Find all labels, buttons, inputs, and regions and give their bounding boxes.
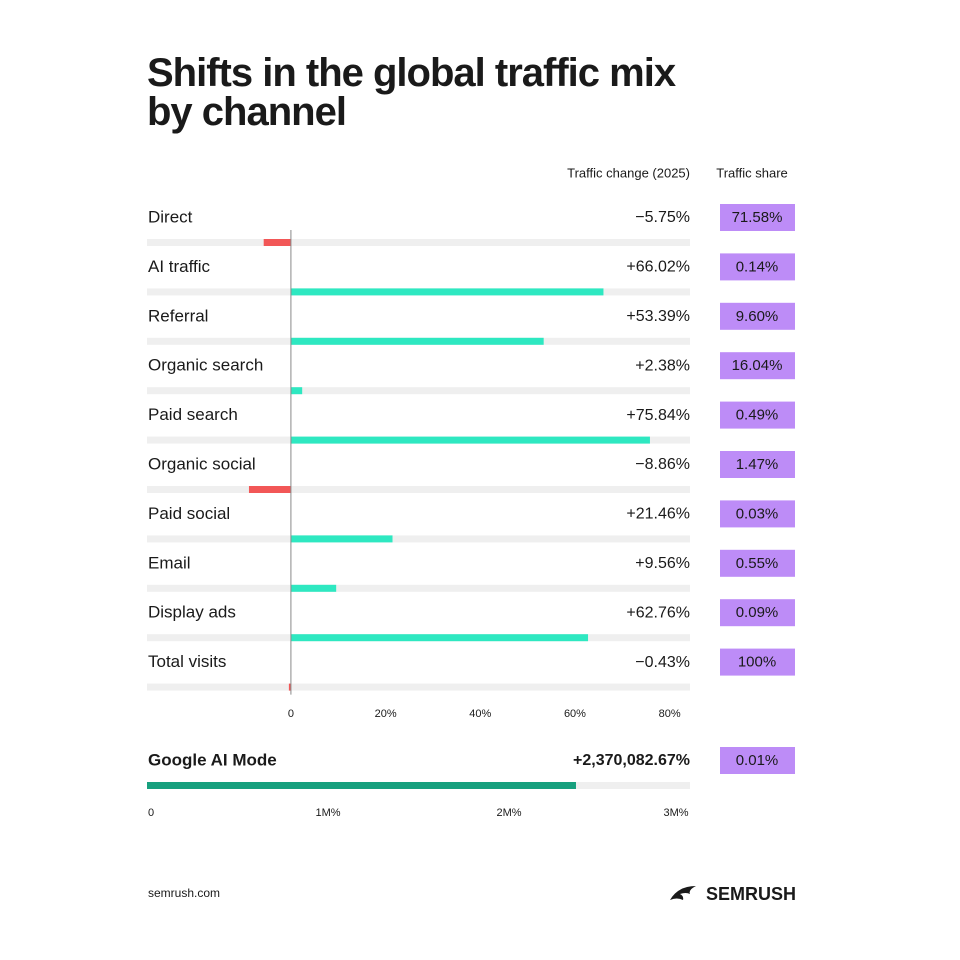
track (147, 584, 690, 592)
share-box (720, 648, 795, 676)
share-label: 71.58% (732, 209, 783, 226)
track (147, 239, 690, 246)
track (147, 387, 690, 395)
share-box (720, 549, 795, 577)
x-tick-label: 60% (564, 708, 586, 720)
bar (290, 584, 337, 592)
share-header: Traffic share (716, 165, 788, 180)
share-box (720, 253, 795, 281)
value-label: −8.86% (635, 456, 690, 473)
bar (263, 239, 291, 246)
share-label: 0.55% (736, 555, 779, 572)
brand: SEMRUSH (706, 884, 796, 904)
share-box (720, 500, 795, 528)
bar (248, 486, 291, 493)
share-label: 16.04% (732, 357, 783, 374)
share-label: 0.03% (736, 505, 779, 522)
value-label: +53.39% (626, 308, 690, 325)
value-label: +62.76% (626, 604, 690, 621)
x-tick-label: 20% (375, 708, 397, 720)
share-label: 0.09% (736, 604, 779, 621)
category-label: Google AI Mode (148, 750, 277, 769)
bar (288, 683, 291, 691)
share-label: 0.01% (736, 752, 779, 769)
track (147, 683, 690, 691)
share-box (720, 204, 795, 231)
bar (290, 387, 303, 395)
x-tick-label: 2M% (496, 807, 521, 819)
category-label: Referral (148, 306, 208, 325)
x-tick-label: 0 (148, 807, 154, 819)
category-label: Organic search (148, 356, 263, 375)
category-label: Organic social (148, 454, 256, 473)
category-label: Paid social (148, 504, 230, 523)
share-box (720, 747, 795, 774)
chart-title: Shifts in the global traffic mix by chan… (147, 51, 676, 134)
x-tick-label: 1M% (315, 807, 340, 819)
share-label: 0.14% (736, 258, 779, 275)
source: semrush.com (148, 886, 220, 900)
bar (147, 782, 576, 789)
value-label: +9.56% (635, 555, 690, 572)
category-label: Direct (148, 207, 193, 226)
logo-icon (670, 886, 696, 900)
bar (290, 634, 589, 642)
value-label: −0.43% (635, 654, 690, 671)
x-tick-label: 40% (469, 708, 491, 720)
value-label: +75.84% (626, 407, 690, 424)
bar (290, 337, 544, 345)
category-label: Email (148, 553, 191, 572)
value-label: −5.75% (635, 209, 690, 226)
category-label: Display ads (148, 603, 236, 622)
value-label: +66.02% (626, 259, 690, 276)
x-tick-label: 3M% (663, 807, 688, 819)
share-box (720, 352, 795, 380)
share-box (720, 599, 795, 627)
category-label: Total visits (148, 652, 226, 671)
x-tick-label: 80% (659, 708, 681, 720)
share-label: 9.60% (736, 308, 779, 325)
category-label: Paid search (148, 405, 238, 424)
share-box (720, 451, 795, 478)
share-label: 100% (738, 654, 776, 671)
track (147, 535, 690, 543)
bar (290, 436, 650, 444)
share-label: 0.49% (736, 407, 779, 424)
value-label: +2,370,082.67% (573, 752, 690, 769)
value-label: +2.38% (635, 357, 690, 374)
share-box (720, 302, 795, 330)
value-header: Traffic change (2025) (567, 165, 690, 180)
value-label: +21.46% (626, 506, 690, 523)
share-label: 1.47% (736, 456, 779, 473)
share-box (720, 401, 795, 429)
category-label: AI traffic (148, 257, 211, 276)
x-tick-label: 0 (288, 708, 294, 720)
bar (290, 288, 604, 296)
bar (290, 535, 393, 543)
track (147, 486, 690, 493)
